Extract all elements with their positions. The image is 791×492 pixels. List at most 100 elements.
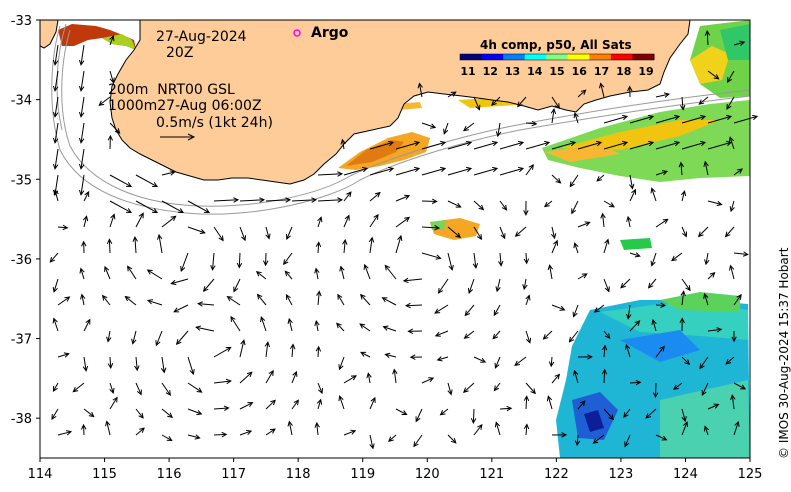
current-arrow bbox=[473, 200, 484, 210]
current-arrow bbox=[315, 268, 319, 280]
current-arrow bbox=[316, 422, 319, 436]
current-arrow bbox=[549, 265, 553, 280]
current-arrow bbox=[80, 122, 85, 143]
current-arrow bbox=[83, 216, 88, 228]
current-arrow bbox=[645, 408, 657, 419]
x-tick-label: 124 bbox=[673, 467, 698, 482]
current-arrow bbox=[447, 167, 472, 176]
current-arrow bbox=[80, 96, 85, 117]
current-arrow bbox=[496, 278, 501, 292]
current-arrow bbox=[569, 330, 579, 343]
current-arrow bbox=[652, 319, 657, 332]
current-arrow bbox=[108, 239, 111, 254]
current-arrow bbox=[438, 278, 449, 294]
current-arrow bbox=[382, 297, 397, 306]
current-arrow bbox=[655, 434, 667, 441]
x-tick-label: 116 bbox=[157, 467, 182, 482]
current-arrow bbox=[447, 91, 457, 98]
current-arrow bbox=[369, 214, 379, 228]
current-arrow bbox=[187, 226, 205, 234]
colorbar-swatch bbox=[567, 54, 590, 60]
current-arrow bbox=[187, 382, 202, 393]
current-arrow bbox=[681, 115, 706, 124]
current-arrow bbox=[620, 278, 631, 289]
current-arrow bbox=[369, 167, 394, 176]
current-arrow bbox=[369, 141, 394, 150]
current-arrow bbox=[499, 226, 506, 239]
current-arrow bbox=[698, 226, 709, 237]
current-arrow bbox=[57, 431, 72, 436]
current-arrow bbox=[603, 115, 628, 124]
current-arrow bbox=[627, 216, 631, 228]
current-arrow bbox=[525, 252, 528, 264]
current-arrow bbox=[493, 304, 501, 316]
current-arrow bbox=[576, 434, 579, 446]
current-arrow bbox=[629, 320, 640, 332]
argo-label: Argo bbox=[311, 25, 349, 41]
current-arrow bbox=[57, 226, 68, 229]
current-arrow bbox=[213, 226, 224, 241]
current-arrow bbox=[681, 421, 688, 436]
y-tick-label: -34 bbox=[11, 94, 32, 109]
colorbar-swatch bbox=[546, 54, 569, 60]
current-arrow bbox=[443, 122, 449, 134]
current-arrow bbox=[52, 382, 59, 392]
current-arrow bbox=[161, 356, 165, 373]
current-arrow bbox=[83, 319, 91, 332]
current-arrow bbox=[596, 174, 605, 182]
current-arrow bbox=[523, 278, 527, 290]
current-arrow bbox=[727, 70, 735, 83]
current-arrow bbox=[265, 226, 270, 239]
colorbar-swatch bbox=[481, 54, 504, 60]
current-arrow bbox=[706, 31, 709, 46]
current-arrow bbox=[109, 397, 118, 410]
current-arrow bbox=[699, 356, 709, 369]
current-arrow bbox=[415, 408, 423, 422]
current-arrow bbox=[543, 330, 553, 340]
current-arrow bbox=[239, 371, 253, 384]
colorbar-swatch bbox=[503, 54, 526, 60]
x-tick-label: 125 bbox=[738, 467, 763, 482]
current-arrow bbox=[707, 200, 722, 206]
current-arrow bbox=[383, 326, 397, 332]
current-arrow bbox=[551, 226, 556, 239]
current-arrow bbox=[384, 265, 397, 280]
current-arrow bbox=[463, 122, 475, 132]
current-arrow bbox=[388, 434, 397, 442]
current-arrow bbox=[499, 252, 502, 266]
current-arrow bbox=[525, 295, 530, 306]
current-arrow bbox=[109, 214, 115, 228]
current-arrows bbox=[49, 29, 759, 450]
current-arrow bbox=[395, 167, 420, 176]
current-arrow bbox=[369, 237, 373, 254]
current-arrow bbox=[317, 346, 320, 358]
current-arrow bbox=[54, 122, 59, 143]
current-arrow bbox=[655, 141, 680, 150]
current-arrow bbox=[447, 382, 452, 395]
current-arrow bbox=[317, 173, 342, 176]
current-arrow bbox=[577, 273, 588, 280]
current-arrow bbox=[147, 269, 163, 280]
current-arrow bbox=[577, 89, 587, 98]
current-arrow bbox=[473, 167, 498, 176]
current-arrow bbox=[731, 395, 735, 410]
current-arrow bbox=[551, 174, 561, 184]
current-arrow bbox=[594, 304, 605, 313]
current-arrow bbox=[421, 377, 434, 384]
current-arrow bbox=[515, 226, 527, 237]
current-arrow bbox=[577, 221, 590, 228]
current-arrow bbox=[671, 252, 683, 261]
current-arrow bbox=[187, 356, 194, 375]
current-arrow bbox=[701, 382, 709, 396]
current-arrow bbox=[733, 115, 758, 124]
current-arrow bbox=[603, 278, 610, 292]
current-arrow bbox=[525, 330, 531, 343]
current-arrow bbox=[135, 213, 144, 228]
current-arrow bbox=[230, 316, 241, 332]
current-arrow bbox=[213, 347, 231, 358]
colorbar-tick-label: 12 bbox=[483, 65, 498, 78]
current-arrow bbox=[213, 199, 238, 202]
current-arrow bbox=[265, 399, 276, 410]
current-arrow bbox=[629, 115, 654, 124]
